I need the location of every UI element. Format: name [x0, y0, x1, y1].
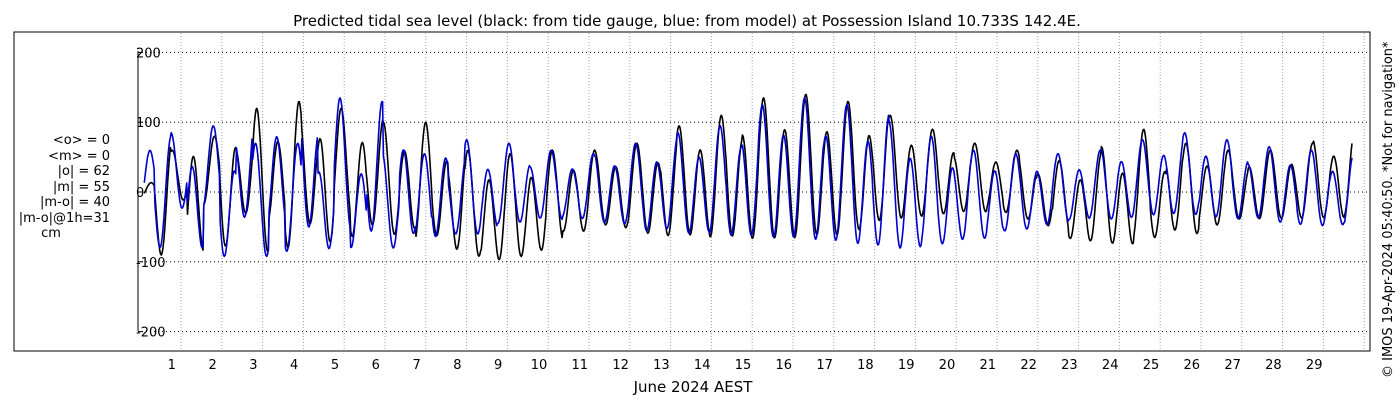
x-tick-label: 14: [694, 358, 711, 373]
plot-frame: [13, 31, 1371, 352]
y-tick-labels: -200 -100 0 100 200: [136, 46, 166, 340]
x-tick-label: 7: [412, 358, 420, 373]
series-line-model: [143, 97, 1353, 258]
stat-mean-observed: <o> = 0: [52, 133, 110, 148]
x-tick-label: 6: [372, 358, 380, 373]
y-tick-label: 200: [136, 46, 161, 61]
x-tick-label: 5: [331, 358, 339, 373]
stats-panel: <o> = 0 <m> = 0 |o| = 62 |m| = 55 |m-o| …: [10, 133, 110, 242]
x-tick-label: 25: [1143, 358, 1160, 373]
series-line-observed: [143, 93, 1353, 261]
x-tick-label: 12: [612, 358, 629, 373]
x-tick-label: 20: [939, 358, 956, 373]
x-tick-labels: 1 2 3 4 5 6 7 8 9 10 11 12 13 14 15 16 17 18 19 20 21 22 23 24 2…: [168, 358, 1323, 373]
x-tick-label: 17: [816, 358, 833, 373]
x-tick-label: 4: [290, 358, 298, 373]
x-tick-label: 8: [453, 358, 461, 373]
x-tick-label: 9: [494, 358, 502, 373]
x-tick-label: 1: [168, 358, 176, 373]
x-tick-label: 18: [857, 358, 874, 373]
x-tick-label: 16: [776, 358, 793, 373]
y-tick-label: 100: [136, 116, 161, 131]
grid-lines: [138, 33, 1369, 350]
x-tick-label: 3: [249, 358, 257, 373]
copyright-notice: © IMOS 19-Apr-2024 05:40:50. *Not for na…: [1381, 41, 1396, 378]
x-tick-label: 28: [1265, 358, 1282, 373]
x-tick-label: 10: [531, 358, 548, 373]
x-tick-label: 11: [572, 358, 589, 373]
y-tick-label: -100: [136, 256, 166, 271]
x-tick-label: 19: [898, 358, 915, 373]
stat-mean-model: <m> = 0: [48, 148, 110, 164]
x-tick-label: 13: [653, 358, 670, 373]
x-tick-label: 15: [735, 358, 752, 373]
chart-title: Predicted tidal sea level (black: from t…: [293, 12, 1081, 30]
x-axis-label: June 2024 AEST: [633, 378, 754, 396]
stat-abs-observed: |o| = 62: [57, 164, 110, 179]
x-tick-label: 22: [1020, 358, 1037, 373]
x-tick-label: 21: [980, 358, 997, 373]
series-lines: [143, 93, 1353, 261]
y-tick-label: -200: [136, 326, 166, 341]
stat-abs-diff: |m-o| = 40: [39, 195, 110, 210]
x-tick-label: 2: [208, 358, 216, 373]
stat-abs-diff-1h: |m-o|@1h=31: [18, 210, 110, 226]
x-tick-label: 23: [1061, 358, 1078, 373]
stat-abs-model: |m| = 55: [52, 179, 110, 195]
x-tick-label: 26: [1184, 358, 1201, 373]
x-tick-label: 24: [1102, 358, 1119, 373]
y-tick-label: 0: [136, 186, 144, 201]
stat-unit: cm: [41, 226, 61, 241]
x-tick-label: 29: [1306, 358, 1323, 373]
x-tick-label: 27: [1224, 358, 1241, 373]
